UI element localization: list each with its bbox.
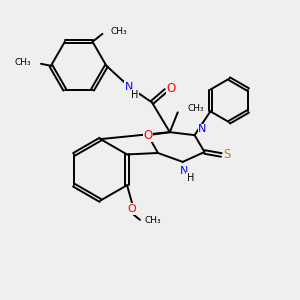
Text: N: N [198, 124, 207, 134]
Text: O: O [128, 204, 136, 214]
Text: CH₃: CH₃ [188, 104, 204, 113]
Text: H: H [187, 173, 194, 183]
Text: N: N [179, 166, 188, 176]
Text: CH₃: CH₃ [110, 27, 127, 36]
Text: H: H [131, 89, 139, 100]
Text: N: N [125, 82, 134, 92]
Text: O: O [166, 82, 176, 95]
Text: CH₃: CH₃ [14, 58, 31, 67]
Text: S: S [224, 148, 231, 161]
Text: O: O [143, 129, 153, 142]
Text: CH₃: CH₃ [145, 216, 161, 225]
